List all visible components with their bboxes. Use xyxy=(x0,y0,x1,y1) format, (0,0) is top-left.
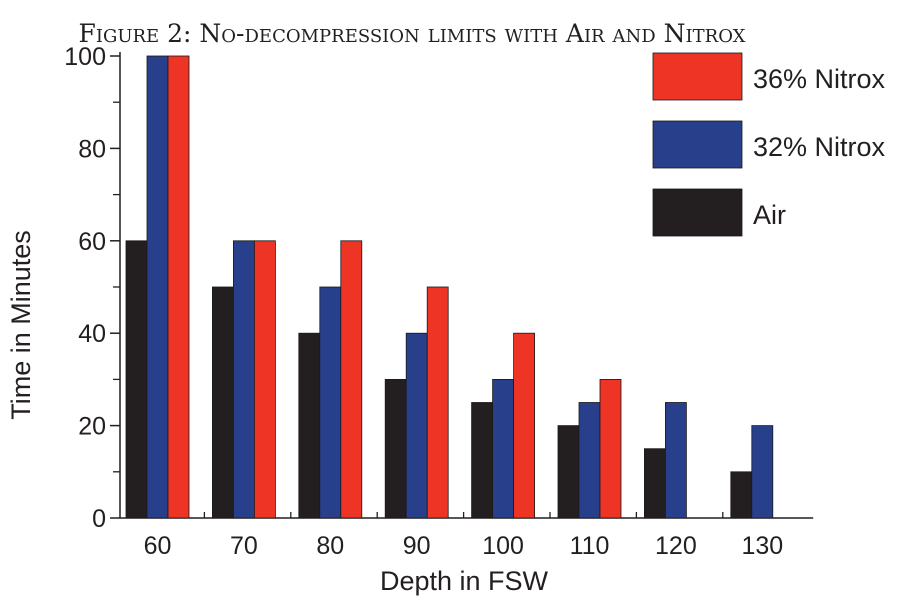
bar-air-60 xyxy=(125,240,148,519)
legend-swatch-36-nitrox xyxy=(652,52,743,101)
x-tick-label: 60 xyxy=(144,532,172,560)
bar-air-80 xyxy=(298,332,321,519)
bar-36-nitrox-70 xyxy=(253,240,276,519)
bar-32-nitrox-60 xyxy=(146,55,169,519)
bar-36-nitrox-110 xyxy=(599,378,622,519)
y-axis-label: Time in Minutes xyxy=(6,230,36,420)
y-tick-label: 100 xyxy=(64,43,106,71)
bar-32-nitrox-90 xyxy=(405,332,428,519)
bar-air-130 xyxy=(730,471,753,519)
bar-air-70 xyxy=(211,286,234,519)
y-tick-label: 60 xyxy=(78,228,106,256)
legend-label-32-nitrox: 32% Nitrox xyxy=(753,132,886,162)
bar-air-110 xyxy=(557,425,580,519)
x-axis-label: Depth in FSW xyxy=(380,566,549,596)
bar-36-nitrox-80 xyxy=(340,240,363,519)
legend-label-air: Air xyxy=(753,200,786,230)
y-tick-label: 20 xyxy=(78,413,106,441)
bar-36-nitrox-90 xyxy=(426,286,449,519)
y-tick-label: 40 xyxy=(78,320,106,348)
y-tick-label: 0 xyxy=(92,505,106,533)
legend-label-36-nitrox: 36% Nitrox xyxy=(753,64,886,94)
x-tick-label: 110 xyxy=(570,532,610,560)
y-tick-label: 80 xyxy=(78,135,106,163)
legend-swatch-32-nitrox xyxy=(652,120,743,169)
legend: 36% Nitrox 32% Nitrox Air xyxy=(652,52,886,237)
chart-title: Figure 2: No-decompression limits with A… xyxy=(79,19,746,48)
bar-36-nitrox-60 xyxy=(167,55,190,519)
x-tick-label: 120 xyxy=(655,532,697,560)
bar-32-nitrox-120 xyxy=(665,402,687,519)
y-axis: 0 20 40 60 80 100 xyxy=(64,43,121,533)
x-tick-label: 80 xyxy=(316,532,344,560)
bar-32-nitrox-70 xyxy=(232,240,255,519)
x-tick-label: 130 xyxy=(741,532,783,560)
bar-36-nitrox-100 xyxy=(513,332,535,519)
bars xyxy=(125,55,774,519)
bar-32-nitrox-130 xyxy=(751,425,774,519)
bar-32-nitrox-80 xyxy=(319,286,342,519)
x-tick-label: 70 xyxy=(230,532,258,560)
bar-air-100 xyxy=(471,402,494,519)
legend-swatch-air xyxy=(652,188,743,237)
bar-32-nitrox-100 xyxy=(492,378,515,519)
x-tick-label: 90 xyxy=(403,532,431,560)
x-axis: 60 70 80 90 100 110 120 130 xyxy=(120,512,814,560)
bar-32-nitrox-110 xyxy=(578,402,601,519)
bar-air-90 xyxy=(384,378,407,519)
x-tick-label: 100 xyxy=(482,532,524,560)
bar-air-120 xyxy=(644,448,666,519)
